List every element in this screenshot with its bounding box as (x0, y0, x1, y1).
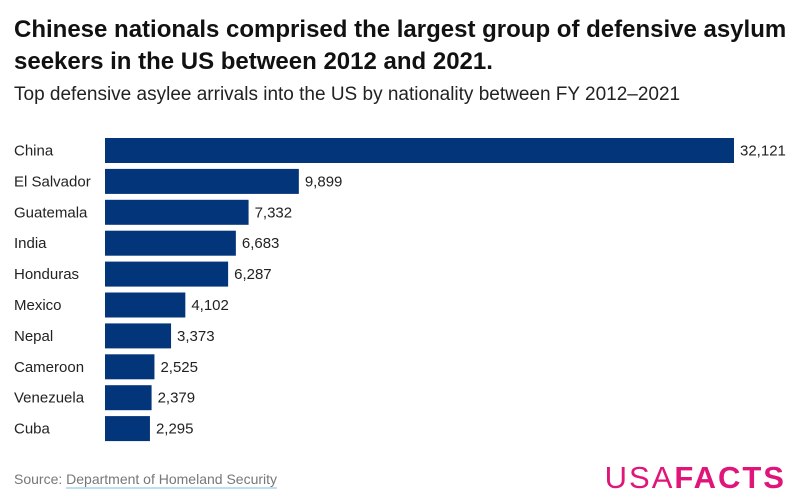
category-label: Nepal (14, 328, 53, 345)
bar-guatemala (105, 199, 249, 225)
value-label: 32,121 (740, 143, 786, 160)
bar-honduras (105, 261, 229, 287)
bar-china (105, 138, 734, 163)
bar-mexico (105, 292, 186, 318)
value-label: 2,295 (156, 421, 194, 438)
value-label: 3,373 (177, 328, 215, 345)
category-label: Venezuela (14, 390, 85, 407)
bar-chart: China 32,121 El Salvador 9,899 Guatemala 7,33… (14, 138, 786, 442)
bar-venezuela (105, 385, 152, 411)
value-label: 7,332 (255, 204, 293, 221)
value-label: 9,899 (305, 173, 343, 190)
value-label: 6,683 (242, 235, 280, 252)
category-label: Mexico (14, 297, 62, 314)
value-label: 2,379 (158, 390, 196, 407)
bar-cameroon (105, 354, 155, 380)
bar-nepal (105, 323, 172, 349)
source-label: Source: (14, 471, 63, 487)
bar-india (105, 230, 236, 256)
chart-subtitle: Top defensive asylee arrivals into the U… (14, 84, 681, 105)
category-label: Cuba (14, 421, 51, 438)
category-label: Guatemala (14, 204, 88, 221)
bar-el-salvador (105, 168, 299, 194)
category-label: Honduras (14, 266, 79, 283)
usafacts-logo: USAFACTS (605, 460, 786, 496)
category-label: China (14, 143, 54, 160)
logo-facts: FACTS (674, 460, 786, 495)
chart-title: Chinese nationals comprised the largest … (14, 16, 787, 75)
category-label: India (14, 235, 47, 252)
category-label: Cameroon (14, 359, 84, 376)
category-label: El Salvador (14, 173, 91, 190)
bar-cuba (105, 416, 150, 442)
source-link[interactable]: Department of Homeland Security (66, 471, 278, 489)
source-note: Source: Department of Homeland Security (14, 471, 278, 489)
value-label: 4,102 (191, 297, 229, 314)
value-label: 6,287 (234, 266, 272, 283)
logo-usa: USA (604, 460, 675, 495)
value-label: 2,525 (160, 359, 198, 376)
